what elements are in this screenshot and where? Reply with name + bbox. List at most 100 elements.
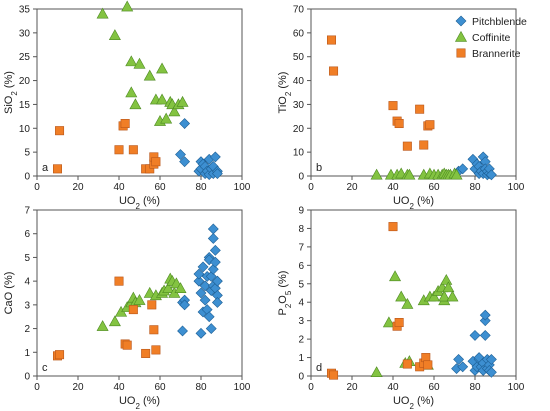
coffinite-point (440, 273, 453, 285)
x-tick-label: 100 (234, 382, 251, 393)
y-tick-label: 2 (24, 324, 30, 335)
x-tick-label: 40 (113, 182, 125, 193)
x-tick-label: 0 (34, 382, 40, 393)
brannerite-point (388, 222, 398, 232)
x-tick-label: 100 (508, 382, 525, 393)
legend-marker-brannerite (456, 48, 466, 58)
brannerite-point (425, 120, 435, 130)
y-tick-label: 20 (293, 124, 305, 135)
brannerite-point (55, 350, 65, 360)
x-tick-label: 60 (428, 182, 440, 193)
pitchblende-point (179, 156, 191, 168)
y-tick-label: 1 (24, 348, 30, 359)
pitchblende-point (211, 168, 223, 180)
pitchblende-point (203, 311, 215, 323)
y-tick-label: 7 (298, 242, 304, 253)
pitchblende-point (177, 325, 188, 337)
panel-d: 0 20 40 60 80 100 0 1 2 3 4 5 6 7 8 9 UO2 (%) P2O5 (%) d (277, 206, 525, 411)
x-tick-label: 0 (308, 182, 314, 193)
pitchblende-point (479, 315, 491, 327)
pitchblende-point (485, 169, 497, 181)
y-tick-label: 8 (298, 224, 304, 235)
series-pitchblende (451, 309, 497, 378)
y-tick-label: 9 (298, 206, 304, 217)
brannerite-point (402, 359, 412, 369)
coffinite-point (129, 98, 142, 110)
pitchblende-point (205, 323, 217, 334)
x-tick-label: 20 (346, 382, 358, 393)
coffinite-point (427, 290, 441, 302)
pitchblende-point (179, 118, 191, 129)
coffinite-point (143, 286, 156, 298)
coffinite-point (382, 316, 395, 328)
panel-c: 0 20 40 60 80 100 0 1 2 3 4 5 6 7 UO2 (%) CaO (%) c (3, 206, 251, 411)
series-coffinite (96, 272, 187, 331)
pitchblende-point (179, 299, 191, 311)
pitchblende-point (211, 297, 223, 308)
legend-label-brannerite: Brannerite (472, 48, 521, 60)
series-pitchblende (175, 118, 223, 180)
panel-letter: b (316, 162, 322, 174)
y-tick-label: 30 (19, 28, 31, 39)
legend-label-pitchblende: Pitchblende (472, 16, 527, 28)
x-tick-label: 0 (308, 382, 314, 393)
y-tick-label: 3 (24, 300, 30, 311)
brannerite-point (147, 300, 157, 310)
coffinite-point (389, 270, 402, 282)
coffinite-point (96, 320, 109, 331)
pitchblende-point (457, 163, 469, 175)
brannerite-point (415, 104, 425, 114)
x-tick-label: 80 (195, 382, 207, 393)
coffinite-point (156, 62, 169, 74)
x-tick-label: 40 (387, 182, 399, 193)
y-tick-label: 5 (24, 148, 30, 159)
brannerite-point (388, 101, 398, 111)
y-tick-label: 0 (298, 172, 304, 183)
y-axis-label: TiO2 (%) (277, 72, 293, 114)
coffinite-point (133, 57, 146, 69)
brannerite-point (394, 119, 404, 129)
plot-frame (310, 209, 517, 377)
brannerite-point (114, 145, 124, 155)
legend-marker-pitchblende (455, 15, 467, 27)
y-tick-label: 6 (24, 229, 30, 240)
pitchblende-point (193, 275, 205, 287)
brannerite-point (128, 145, 138, 155)
y-tick-label: 2 (298, 335, 304, 346)
series-brannerite (326, 222, 433, 380)
coffinite-point (176, 95, 189, 107)
x-tick-label: 60 (428, 382, 440, 393)
panel-b: 0 20 40 60 80 100 0 10 20 30 40 50 60 70 UO2 (%) TiO2 (… (277, 5, 527, 211)
x-axis-label: UO2 (%) (393, 395, 434, 411)
coffinite-point (450, 168, 463, 180)
pitchblende-point (193, 268, 205, 280)
x-tick-label: 80 (469, 182, 481, 193)
x-tick-label: 100 (508, 182, 525, 193)
pitchblende-point (207, 223, 219, 235)
pitchblende-point (207, 233, 219, 244)
coffinite-point (143, 69, 156, 81)
pitchblende-point (175, 149, 186, 160)
pitchblende-point (209, 244, 221, 256)
pitchblende-point (195, 327, 207, 339)
plot-frame (310, 8, 517, 177)
coffinite-point (401, 297, 414, 309)
x-axis-label: UO2 (%) (119, 395, 160, 411)
y-tick-label: 30 (293, 100, 305, 111)
coffinite-point (125, 55, 138, 67)
pitchblende-point (469, 329, 481, 341)
x-tick-label: 100 (234, 182, 251, 193)
coffinite-point (108, 29, 121, 40)
pitchblende-point (199, 280, 211, 292)
y-tick-label: 5 (298, 279, 304, 290)
brannerite-point (141, 348, 151, 358)
series-pitchblende (177, 223, 223, 339)
coffinite-point (168, 105, 181, 117)
pitchblende-point (211, 275, 223, 287)
coffinite-point (438, 290, 451, 302)
y-tick-label: 70 (293, 5, 305, 16)
brannerite-point (55, 126, 65, 136)
y-tick-label: 35 (19, 5, 31, 16)
brannerite-point (423, 360, 433, 370)
y-tick-label: 50 (293, 52, 305, 63)
